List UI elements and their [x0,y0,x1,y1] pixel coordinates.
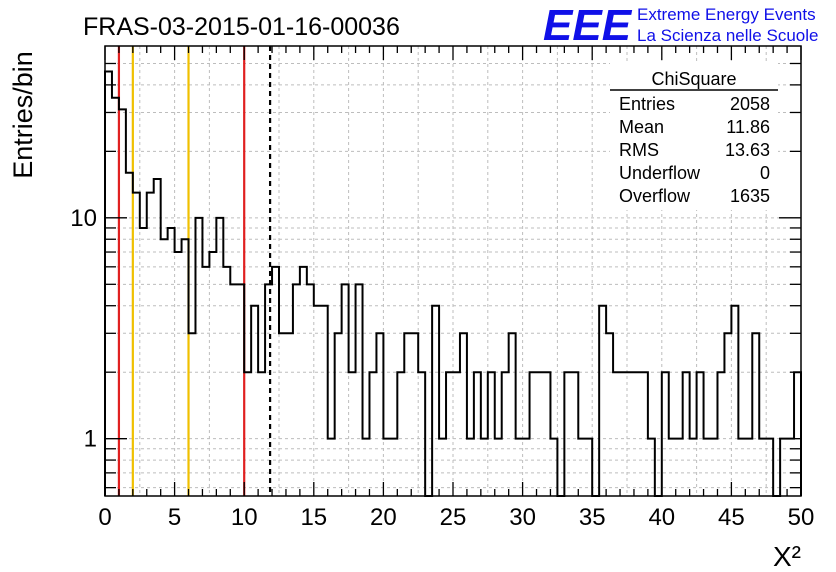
y-tick-label: 1 [84,426,97,453]
x-tick-label: 50 [788,504,815,531]
stats-row-label: RMS [619,140,659,160]
x-tick-label: 35 [579,504,606,531]
plot-title: FRAS-03-2015-01-16-00036 [83,13,400,41]
stats-row-value: 11.86 [726,117,770,137]
logo-text: EEE [543,1,633,50]
stats-rows: Entries 2058 Mean 11.86 RMS 13.63 Underflow 0 Ov… [619,94,770,206]
x-tick-label: 30 [509,504,536,531]
logo-line2: La Scienza nelle Scuole [637,26,818,45]
grid-lines [104,46,802,496]
axes-layer: 0 5 10 15 20 25 30 35 40 45 50 1 10 [70,45,815,531]
histogram-layer [104,70,802,497]
stats-row-value: 1635 [730,186,770,206]
y-axis-label: Entries/bin [8,51,38,179]
stats-row-value: 2058 [730,94,770,114]
x-tick-label: 0 [98,504,111,531]
x-tick-label: 20 [370,504,397,531]
stats-row-label: Entries [619,94,675,114]
logo-line1: Extreme Energy Events [637,5,816,24]
x-tick-label: 5 [168,504,181,531]
x-tick-label: 40 [648,504,675,531]
x-tick-label: 25 [440,504,467,531]
histogram-line [104,70,802,497]
stats-row-label: Underflow [619,163,701,183]
x-tick-label: 45 [718,504,745,531]
stats-box-bg [610,63,778,210]
stats-name: ChiSquare [651,69,736,89]
stats-row-label: Overflow [619,186,691,206]
x-tick-label: 10 [231,504,258,531]
x-tick-label: 15 [300,504,327,531]
y-tick-label: 10 [70,205,97,232]
stats-box: ChiSquare Entries 2058 Mean 11.86 RMS 13.63 Un… [610,63,778,210]
stats-row-value: 0 [760,163,770,183]
x-axis-label: X² [773,541,801,572]
eee-logo: EEE Extreme Energy Events La Scienza nel… [543,1,818,50]
stats-row-value: 13.63 [725,140,770,160]
stats-row-label: Mean [619,117,664,137]
